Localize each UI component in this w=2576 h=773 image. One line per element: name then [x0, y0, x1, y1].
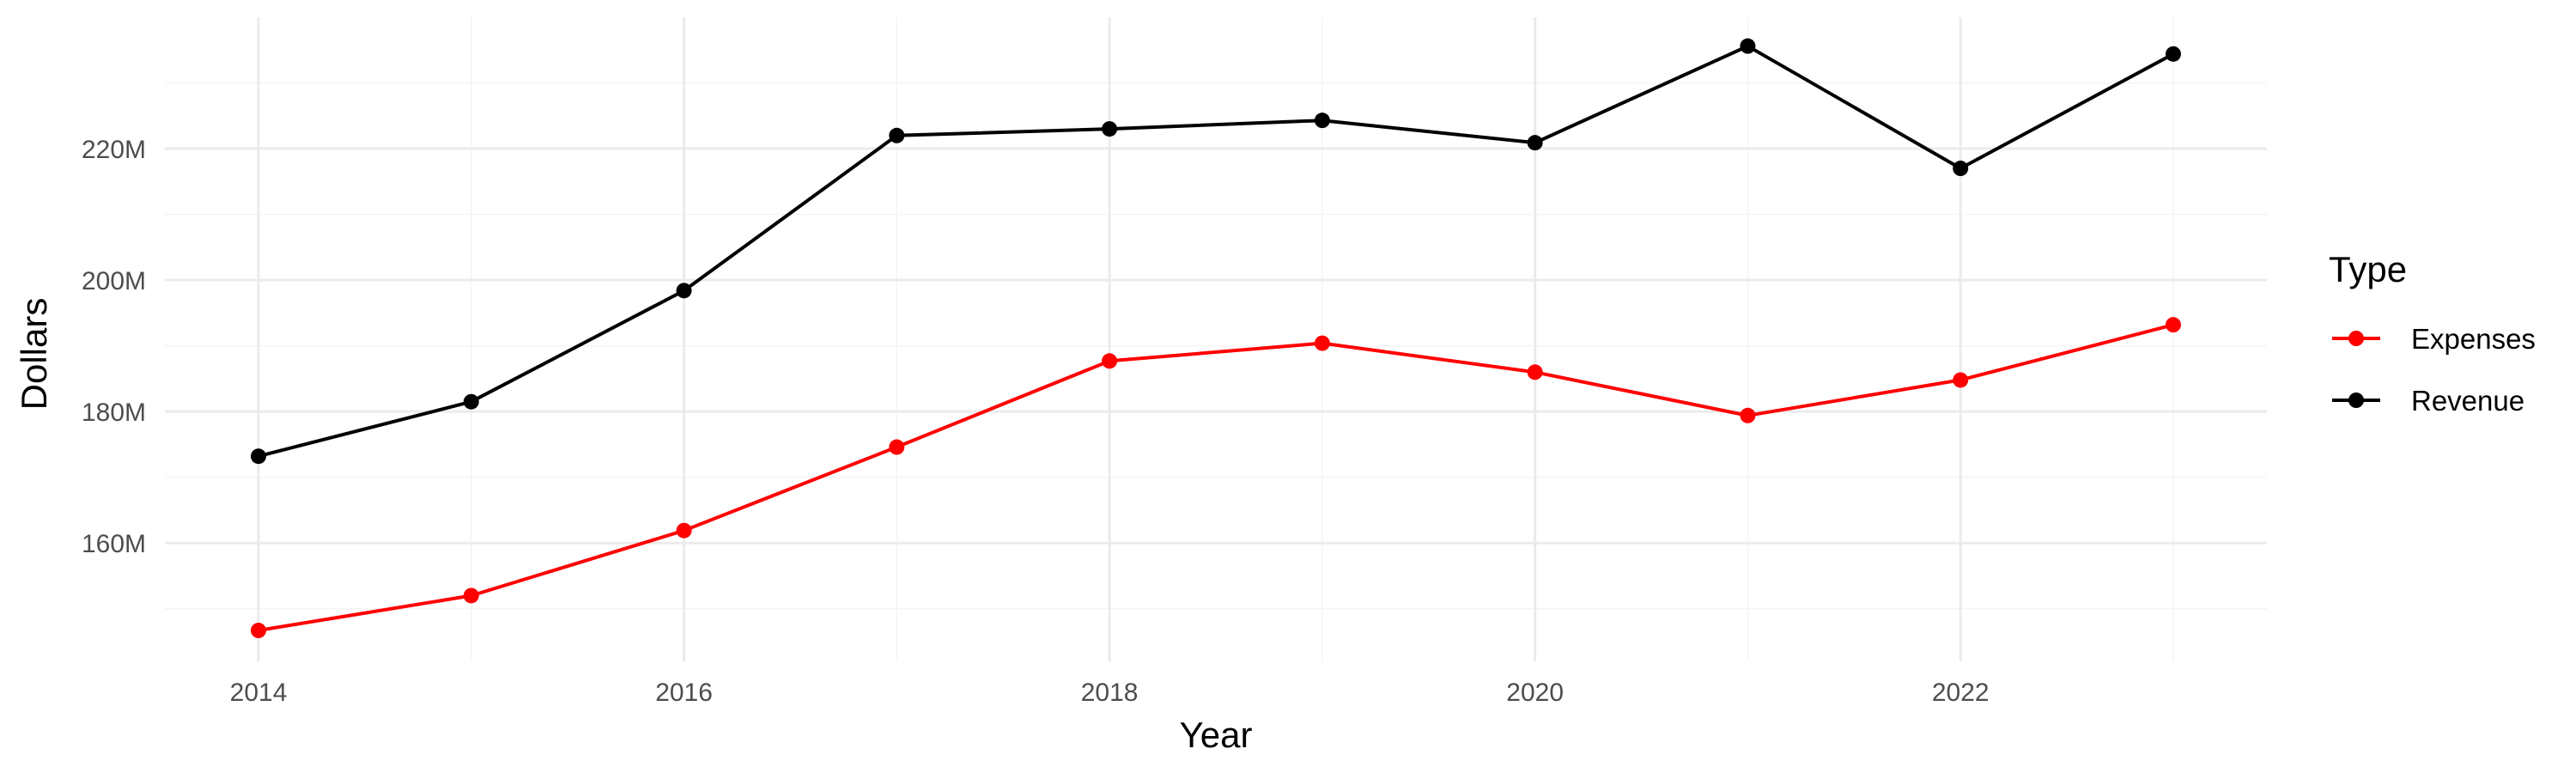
data-point-revenue: [1740, 38, 1756, 54]
data-point-expenses: [1527, 364, 1543, 380]
data-point-revenue: [1102, 121, 1118, 137]
data-point-expenses: [2165, 317, 2181, 333]
data-point-expenses: [889, 439, 905, 455]
x-tick-label: 2018: [1081, 679, 1139, 707]
y-axis-ticks: 160M 180M 200M 220M: [82, 136, 146, 558]
x-tick-label: 2014: [230, 679, 288, 707]
data-point-expenses: [1740, 407, 1756, 423]
y-tick-label: 180M: [82, 399, 146, 427]
legend: Type Expenses Revenue: [2329, 249, 2536, 417]
legend-item-expenses: Expenses: [2332, 323, 2536, 355]
x-tick-label: 2022: [1932, 679, 1990, 707]
y-tick-label: 200M: [82, 267, 146, 295]
data-point-revenue: [676, 283, 692, 299]
data-point-revenue: [251, 448, 267, 465]
data-point-expenses: [463, 587, 479, 604]
series-line-expenses: [258, 323, 2174, 632]
y-tick-label: 160M: [82, 530, 146, 558]
grid: [165, 17, 2267, 661]
x-axis-title: Year: [1180, 715, 1253, 755]
legend-label: Expenses: [2411, 323, 2536, 355]
legend-items: Expenses Revenue: [2332, 323, 2536, 417]
data-point-revenue: [889, 127, 905, 143]
legend-key-point: [2348, 393, 2364, 408]
x-axis-ticks: 2014 2016 2018 2020 2022: [230, 679, 1990, 707]
legend-item-revenue: Revenue: [2332, 385, 2524, 417]
data-point-expenses: [1314, 335, 1330, 351]
data-point-expenses: [1953, 372, 1969, 388]
legend-label: Revenue: [2411, 385, 2524, 417]
data-point-revenue: [1527, 135, 1543, 151]
x-tick-label: 2016: [655, 679, 713, 707]
y-axis-title: Dollars: [14, 298, 54, 411]
series-group: [251, 38, 2181, 639]
data-point-revenue: [2165, 46, 2181, 62]
data-point-revenue: [1314, 113, 1330, 129]
y-tick-label: 220M: [82, 136, 146, 164]
data-point-expenses: [1102, 353, 1118, 369]
x-tick-label: 2020: [1506, 679, 1564, 707]
data-point-revenue: [1953, 161, 1969, 177]
legend-title: Type: [2329, 249, 2407, 289]
series-line-revenue: [258, 44, 2174, 459]
data-point-revenue: [463, 393, 479, 410]
data-point-expenses: [676, 522, 692, 539]
data-point-expenses: [251, 623, 267, 639]
legend-key-point: [2348, 331, 2364, 346]
